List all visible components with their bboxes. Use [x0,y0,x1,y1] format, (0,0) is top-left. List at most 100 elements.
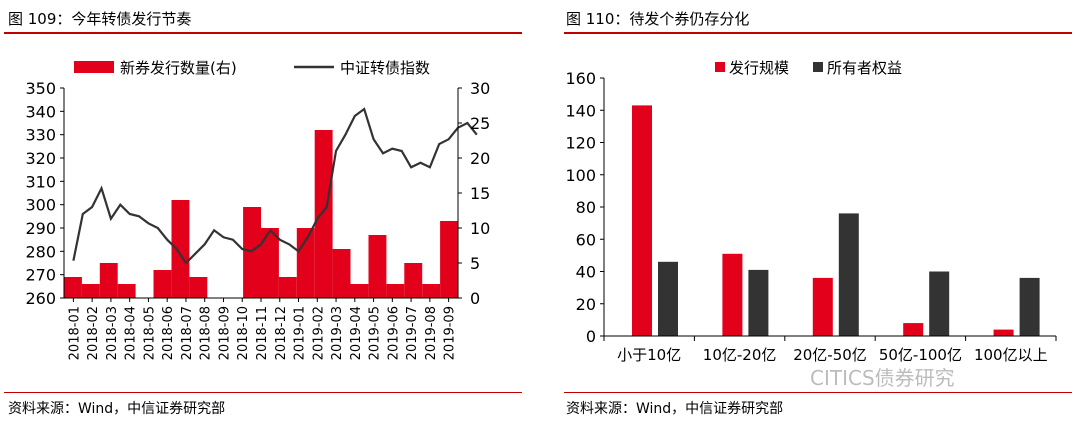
category-label: 10亿-20亿 [703,346,777,364]
x-tick-label: 2018-01 [67,306,82,360]
equity-bar [838,213,859,336]
category-label: 20亿-50亿 [793,346,867,364]
right-tick-label: 10 [470,219,490,238]
x-tick-label: 2018-06 [161,306,176,360]
x-tick-label: 2019-06 [386,306,401,360]
left-figure-panel: 图 109：今年转债发行节奏 260 270 280 290 300 310 320 330 3… [0,0,530,423]
right-legend: 发行规模 所有者权益 [715,59,902,77]
x-tick-label: 2018-05 [142,306,157,360]
left-tick-label: 330 [25,126,56,145]
new-issue-bar [332,249,351,298]
right-title-rule [564,32,1072,34]
left-tick-label: 320 [25,149,56,168]
new-issue-bar [422,284,441,298]
new-issue-bar [261,228,279,298]
equity-bar [748,269,769,336]
legend-label-new-issues: 新券发行数量(右) [120,59,237,77]
category-label: 小于10亿 [617,346,681,364]
x-tick-label: 2018-09 [217,306,232,360]
legend-label-issue-size: 发行规模 [729,59,789,77]
issue-size-bar [722,253,743,336]
issue-size-bar [903,323,924,336]
x-tick-label: 2018-04 [124,306,139,360]
y-tick-label: 100 [565,166,596,185]
y-tick-label: 160 [565,69,596,88]
left-title-rule [4,32,522,34]
left-tick-label: 310 [25,172,56,191]
new-issue-bar [64,277,82,298]
y-tick-label: 40 [576,263,596,282]
left-tick-label: 350 [25,79,56,98]
left-tick-label: 300 [25,196,56,215]
x-tick-label: 2019-09 [443,306,458,360]
equity-bar [1019,277,1040,336]
new-issue-bar [278,277,297,298]
left-figure-title: 图 109：今年转债发行节奏 [8,10,192,28]
new-issue-bar [81,284,100,298]
left-tick-label: 290 [25,219,56,238]
x-tick-label: 2019-02 [311,306,326,360]
right-tick-label: 5 [470,254,480,273]
new-issue-bar [386,284,405,298]
left-source-rule [4,392,522,393]
category-label: 100亿以上 [974,346,1048,364]
y-tick-label: 0 [586,327,596,346]
x-tick-label: 2019-03 [330,306,345,360]
left-chart: 260 270 280 290 300 310 320 330 340 350 0 5 10 15 20 25… [25,59,490,360]
right-figure-panel: 图 110：待发个券仍存分化 0 20 40 60 80 100 120 140 160 小于10… [560,0,1080,423]
right-source-note: 资料来源：Wind，中信证券研究部 [566,401,784,417]
new-issue-bar [404,263,423,298]
right-chart: 0 20 40 60 80 100 120 140 160 小于10亿 10亿-20亿 20亿-50亿… [565,59,1057,364]
right-tick-label: 0 [470,289,480,308]
new-issue-bar [243,207,261,298]
new-issue-bar [117,284,136,298]
left-tick-label: 340 [25,102,56,121]
x-tick-label: 2018-08 [199,306,214,360]
x-tick-label: 2019-08 [424,306,439,360]
left-tick-label: 270 [25,266,56,285]
left-source-note: 资料来源：Wind，中信证券研究部 [8,401,226,417]
right-figure-title: 图 110：待发个券仍存分化 [566,10,750,28]
x-tick-label: 2018-12 [274,306,289,360]
issue-size-bar [632,105,652,337]
index-line [72,107,478,265]
y-tick-label: 20 [576,295,596,314]
equity-bar [658,261,678,336]
left-legend: 新券发行数量(右) 中证转债指数 [74,59,430,77]
new-issue-bar [99,263,118,298]
x-tick-label: 2018-02 [86,306,101,360]
y-tick-label: 120 [565,134,596,153]
y-tick-label: 60 [576,230,596,249]
new-issue-bar [153,270,172,298]
y-tick-label: 80 [576,198,596,217]
x-tick-label: 2018-10 [236,306,251,360]
right-tick-label: 30 [470,79,490,98]
issue-size-bar [993,329,1014,336]
right-tick-label: 15 [470,184,490,203]
x-tick-label: 2018-03 [105,306,120,360]
right-source-rule [564,392,1072,393]
x-tick-label: 2019-07 [405,306,420,360]
watermark: CITICS债券研究 [810,366,955,390]
left-tick-label: 260 [25,289,56,308]
x-tick-label: 2019-01 [293,306,308,360]
legend-swatch-equity [813,62,823,72]
equity-bar [929,271,950,336]
x-tick-label: 2019-05 [368,306,383,360]
new-issue-bar [189,277,208,298]
left-tick-label: 280 [25,242,56,261]
x-tick-label: 2018-07 [180,306,195,360]
legend-swatch-new-issues [74,61,114,73]
x-tick-label: 2019-04 [349,306,364,360]
legend-label-equity: 所有者权益 [827,59,902,77]
y-tick-label: 140 [565,101,596,120]
x-tick-label: 2018-11 [255,306,270,360]
legend-label-index: 中证转债指数 [340,59,430,77]
right-tick-label: 25 [470,114,490,133]
category-label: 50亿-100亿 [879,346,962,364]
new-issue-bar [296,228,315,298]
new-issue-bar [368,235,387,298]
issue-size-bar [812,277,833,336]
right-tick-label: 20 [470,149,490,168]
new-issue-bar [350,284,369,298]
